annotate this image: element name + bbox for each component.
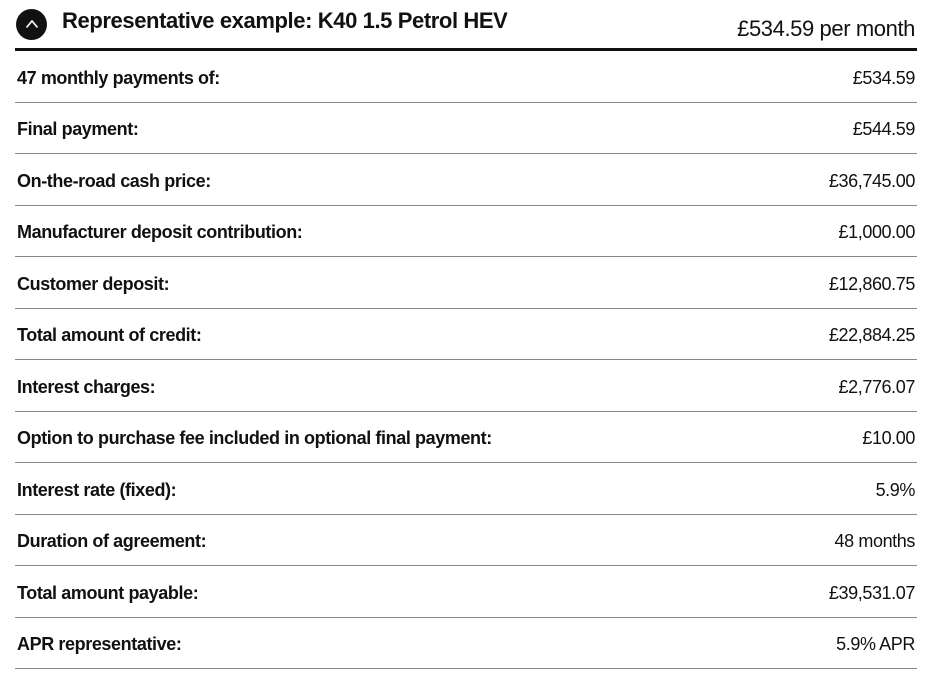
row-value: £2,776.07 xyxy=(838,376,916,397)
table-row: Total amount of credit: £22,884.25 xyxy=(15,309,917,360)
table-row: On-the-road cash price: £36,745.00 xyxy=(15,154,917,206)
table-row: Interest charges: £2,776.07 xyxy=(15,360,917,412)
row-value: £10.00 xyxy=(862,428,915,449)
row-label: On-the-road cash price: xyxy=(17,170,211,191)
table-row: Duration of agreement: 48 months xyxy=(15,515,917,566)
row-value: £1,000.00 xyxy=(838,222,916,243)
row-label: APR representative: xyxy=(17,634,182,655)
table-row: Manufacturer deposit contribution: £1,000… xyxy=(15,206,917,257)
row-label: Total amount of credit: xyxy=(17,325,202,346)
row-label: 47 monthly payments of: xyxy=(17,67,220,88)
monthly-price: £534.59 per month xyxy=(737,16,915,41)
row-value: £534.59 xyxy=(852,67,916,88)
panel-title: Representative example: K40 1.5 Petrol H… xyxy=(62,8,508,33)
row-label: Manufacturer deposit contribution: xyxy=(17,222,303,243)
finance-table: 47 monthly payments of: £534.59 Final paym… xyxy=(15,51,917,669)
row-value: 5.9% xyxy=(875,479,916,500)
row-label: Interest charges: xyxy=(17,376,156,397)
row-value: £36,745.00 xyxy=(828,170,915,191)
row-label: Duration of agreement: xyxy=(17,531,207,552)
row-label: Interest rate (fixed): xyxy=(17,479,177,500)
row-value: £22,884.25 xyxy=(828,325,915,346)
collapse-toggle-button[interactable] xyxy=(16,8,47,40)
representative-example-panel: Representative example: K40 1.5 Petrol H… xyxy=(15,0,917,669)
table-row: Customer deposit: £12,860.75 xyxy=(15,257,917,309)
row-value: £39,531.07 xyxy=(828,582,915,603)
row-value: £544.59 xyxy=(852,119,916,140)
row-label: Customer deposit: xyxy=(17,273,170,294)
table-row: Interest rate (fixed): 5.9% xyxy=(15,463,917,515)
row-value: 5.9% APR xyxy=(836,634,915,655)
row-label: Option to purchase fee included in optio… xyxy=(17,428,492,449)
table-row: Final payment: £544.59 xyxy=(15,103,917,154)
table-row: Total amount payable: £39,531.07 xyxy=(15,566,917,618)
chevron-up-icon xyxy=(25,19,38,29)
row-label: Total amount payable: xyxy=(17,582,199,603)
table-row: APR representative: 5.9% APR xyxy=(15,618,917,669)
header-left: Representative example: K40 1.5 Petrol H… xyxy=(15,8,508,40)
row-label: Final payment: xyxy=(17,119,139,140)
row-value: 48 months xyxy=(834,531,916,552)
row-value: £12,860.75 xyxy=(828,273,915,294)
table-row: Option to purchase fee included in optio… xyxy=(15,412,917,463)
panel-header[interactable]: Representative example: K40 1.5 Petrol H… xyxy=(15,0,917,51)
table-row: 47 monthly payments of: £534.59 xyxy=(15,51,917,103)
